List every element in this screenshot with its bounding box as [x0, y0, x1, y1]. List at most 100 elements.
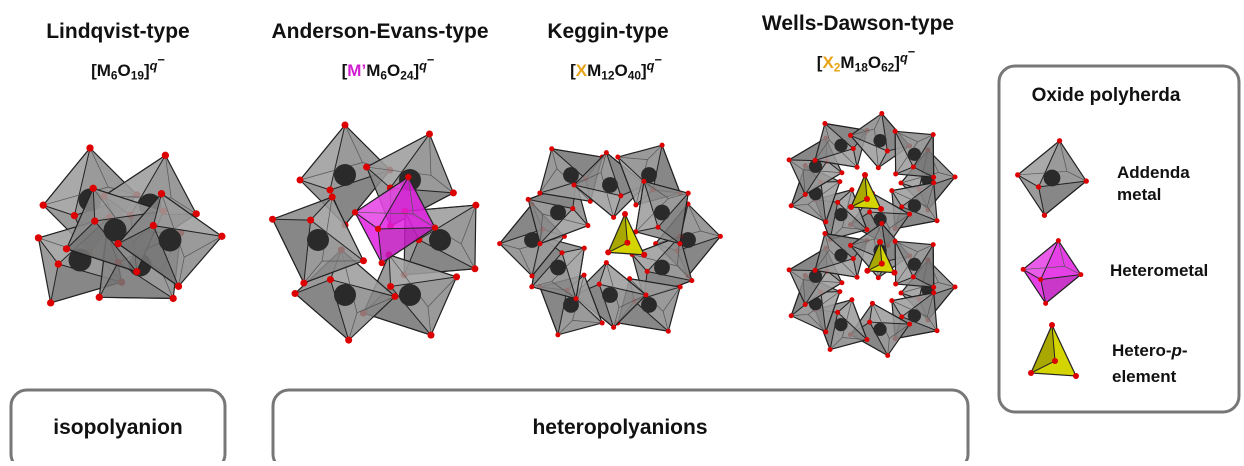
oxygen: [689, 278, 694, 283]
oxygen: [453, 273, 460, 280]
oxygen: [297, 177, 304, 184]
oxygen: [618, 193, 623, 198]
oxygen: [1073, 373, 1079, 379]
legend-label: Hetero-p-: [1112, 341, 1188, 360]
polyhedra: [35, 111, 1089, 379]
metal: [1044, 170, 1061, 187]
oxygen: [907, 212, 912, 217]
oxygen: [885, 353, 890, 358]
oxygen: [1028, 370, 1034, 376]
oxygen: [813, 158, 818, 163]
oxygen: [582, 273, 587, 278]
text-part: q: [419, 58, 427, 73]
oxygen: [570, 206, 575, 211]
oxygen: [604, 150, 609, 155]
oxygen: [907, 322, 912, 327]
metal: [908, 199, 921, 212]
oxygen: [855, 275, 860, 280]
metal: [908, 258, 921, 271]
group-label: isopolyanion: [53, 416, 183, 439]
octahedron: [1015, 138, 1089, 218]
oxygen: [345, 337, 352, 344]
oxygen: [150, 222, 157, 229]
oxygen: [848, 133, 853, 138]
oxygen: [837, 289, 842, 294]
oxygen: [55, 260, 62, 267]
oxygen: [828, 347, 833, 352]
text-part: M: [840, 53, 854, 72]
oxygen: [686, 191, 691, 196]
oxygen: [91, 217, 98, 224]
oxygen: [876, 275, 881, 280]
oxygen: [615, 155, 620, 160]
octahedron: [893, 239, 937, 290]
text-part: O: [387, 61, 400, 80]
oxygen: [574, 296, 579, 301]
text-part: M: [366, 61, 380, 80]
oxygen: [300, 279, 307, 286]
structure-name: Wells-Dawson-type: [762, 12, 954, 35]
oxygen: [526, 197, 531, 202]
oxygen: [471, 265, 478, 272]
legend-label: Addenda: [1117, 163, 1190, 182]
structure-name: Keggin-type: [547, 20, 668, 43]
oxygen: [1036, 184, 1041, 189]
text-part: 62: [881, 61, 895, 75]
oxygen: [813, 268, 818, 273]
legend-box: [999, 66, 1239, 412]
oxygen: [849, 297, 854, 302]
oxygen: [641, 179, 646, 184]
oxygen: [1021, 267, 1026, 272]
text-part: 18: [855, 61, 869, 75]
oxygen: [1057, 138, 1062, 143]
oxygen: [327, 276, 334, 283]
text-part: O: [615, 61, 628, 80]
oxygen: [571, 182, 576, 187]
octahedron: [1021, 238, 1084, 306]
text-part: q: [150, 58, 158, 73]
oxygen: [363, 164, 370, 171]
oxygen: [329, 194, 336, 201]
oxygen: [641, 252, 647, 258]
text-part: O: [118, 61, 131, 80]
oxygen: [870, 301, 875, 306]
oxygen: [803, 302, 808, 307]
text-part: −: [427, 52, 434, 67]
text-part: metal: [1117, 185, 1161, 204]
text-part: 40: [628, 69, 642, 83]
oxygen: [837, 179, 842, 184]
metal: [429, 229, 451, 251]
oxygen: [893, 281, 898, 286]
oxygen: [849, 187, 854, 192]
oxygen: [269, 216, 276, 223]
oxygen: [864, 268, 870, 274]
oxygen: [660, 143, 665, 148]
oxygen: [379, 260, 385, 266]
oxygen: [175, 283, 182, 290]
text-part: X: [822, 53, 834, 72]
oxygen: [529, 273, 534, 278]
oxygen: [931, 175, 936, 180]
oxygen: [876, 165, 881, 170]
oxygen: [387, 283, 394, 290]
formula: [M’M6O24]q−: [342, 52, 435, 83]
text-part: -: [1182, 341, 1188, 360]
oxygen: [391, 293, 398, 300]
oxygen: [911, 164, 916, 169]
oxygen: [633, 202, 638, 207]
oxygen: [789, 313, 794, 318]
oxygen: [624, 240, 630, 246]
text-part: O: [868, 53, 881, 72]
text-part: q: [900, 50, 908, 65]
oxygen: [450, 189, 457, 196]
oxygen: [879, 261, 885, 267]
group-label: heteropolyanions: [532, 416, 707, 439]
structure-name: Lindqvist-type: [46, 20, 190, 43]
oxygen: [835, 310, 840, 315]
oxygen: [114, 240, 121, 247]
text-part: 12: [601, 69, 615, 83]
oxygen: [605, 249, 611, 255]
oxygen: [597, 282, 602, 287]
text-part: p: [1171, 341, 1182, 360]
oxygen: [855, 165, 860, 170]
